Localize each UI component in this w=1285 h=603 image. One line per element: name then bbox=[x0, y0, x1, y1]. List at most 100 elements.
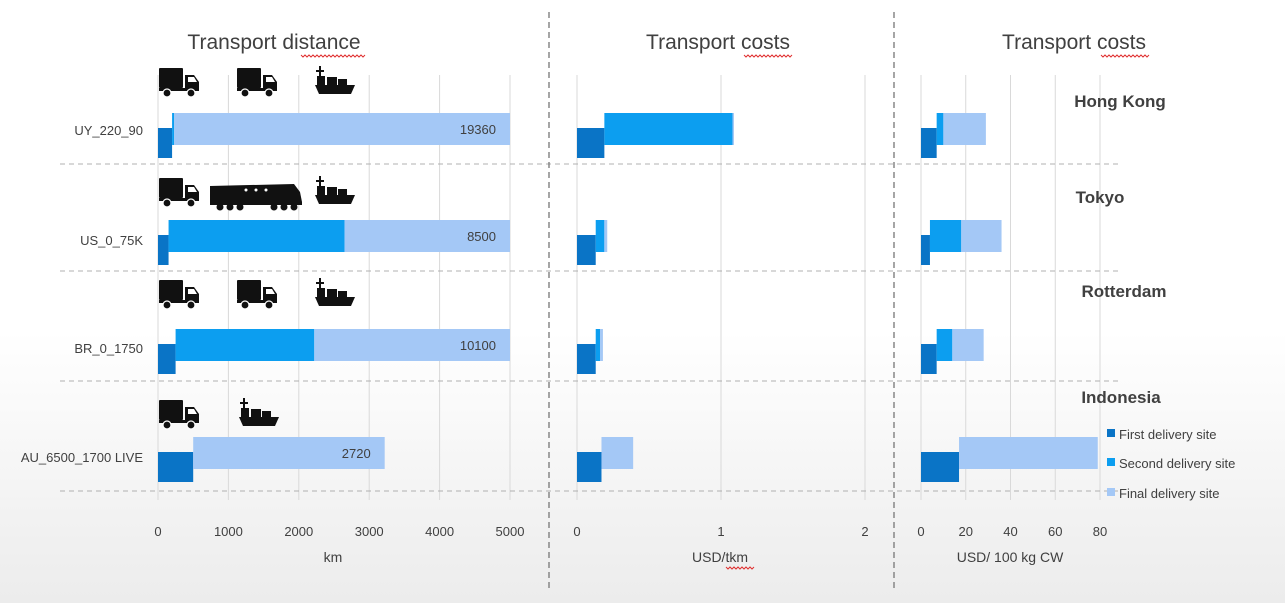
train-window bbox=[264, 188, 268, 192]
ship-container bbox=[338, 189, 347, 195]
truck-chassis bbox=[159, 300, 199, 303]
truck-chassis bbox=[237, 88, 277, 91]
panel-title: Transport distance bbox=[187, 31, 360, 54]
truck-body bbox=[159, 68, 183, 88]
train-wheel bbox=[280, 203, 288, 211]
tick-label: 0 bbox=[573, 524, 580, 539]
train-wheel bbox=[236, 203, 244, 211]
ship-icon bbox=[315, 278, 355, 306]
ship-hull bbox=[315, 297, 355, 306]
bar-first-delivery bbox=[158, 235, 169, 265]
bar-final-delivery bbox=[193, 437, 385, 469]
bar-first-delivery bbox=[921, 452, 960, 482]
ship-container bbox=[338, 79, 347, 85]
truck-chassis bbox=[159, 420, 199, 423]
truck-wheel bbox=[162, 88, 172, 98]
truck-chassis bbox=[159, 198, 199, 201]
bar-final-delivery bbox=[604, 220, 608, 252]
ship-container bbox=[338, 291, 347, 297]
spellcheck-underline bbox=[1100, 54, 1150, 58]
bar-final-delivery bbox=[732, 113, 734, 145]
spellcheck-underline bbox=[725, 566, 755, 570]
ship-container bbox=[327, 289, 337, 297]
ship-container bbox=[327, 187, 337, 195]
truck-wheel bbox=[264, 88, 274, 98]
ship-container bbox=[251, 409, 261, 417]
tick-label: 80 bbox=[1093, 524, 1107, 539]
tick-label: 3000 bbox=[355, 524, 384, 539]
bar-first-delivery bbox=[158, 452, 194, 482]
ship-mast-bar bbox=[240, 402, 248, 404]
bar-final-delivery bbox=[314, 329, 510, 361]
train-wheel bbox=[290, 203, 298, 211]
bar-final-delivery bbox=[943, 113, 986, 145]
truck-icon bbox=[159, 68, 199, 98]
ship-mast-bar bbox=[316, 180, 324, 182]
category-label: BR_0_1750 bbox=[74, 341, 143, 356]
truck-body bbox=[159, 280, 183, 300]
tick-label: 5000 bbox=[496, 524, 525, 539]
tick-label: 2 bbox=[861, 524, 868, 539]
panel-title: Transport costs bbox=[1002, 31, 1146, 54]
city-label: Rotterdam bbox=[1081, 282, 1166, 301]
truck-wheel bbox=[186, 198, 196, 208]
ship-icon bbox=[315, 176, 355, 204]
bar-final-delivery bbox=[174, 113, 510, 145]
truck-window bbox=[188, 409, 197, 414]
axis-title: km bbox=[324, 549, 343, 565]
ship-icon bbox=[315, 66, 355, 94]
truck-icon bbox=[159, 400, 199, 430]
ship-hull bbox=[239, 417, 279, 426]
bar-second-delivery bbox=[936, 113, 944, 145]
ship-mast-bar bbox=[316, 282, 324, 284]
truck-wheel bbox=[186, 420, 196, 430]
bar-second-delivery bbox=[168, 220, 345, 252]
bar-first-delivery bbox=[577, 452, 602, 482]
ship-bridge bbox=[241, 408, 249, 417]
legend-label: Final delivery site bbox=[1119, 486, 1219, 501]
truck-body bbox=[159, 178, 183, 198]
axis-title: USD/ 100 kg CW bbox=[957, 549, 1064, 565]
truck-icon bbox=[159, 178, 199, 208]
tick-label: 60 bbox=[1048, 524, 1062, 539]
tick-label: 1 bbox=[717, 524, 724, 539]
bar-first-delivery bbox=[921, 344, 937, 374]
truck-wheel bbox=[186, 88, 196, 98]
ship-container bbox=[262, 411, 271, 417]
bar-final-delivery bbox=[601, 437, 634, 469]
bar-final-delivery bbox=[952, 329, 984, 361]
tick-label: 2000 bbox=[284, 524, 313, 539]
truck-window bbox=[266, 289, 275, 294]
bar-second-delivery bbox=[604, 113, 733, 145]
city-label: Hong Kong bbox=[1074, 92, 1166, 111]
spellcheck-underline bbox=[300, 54, 366, 58]
legend-swatch bbox=[1107, 458, 1115, 466]
truck-body bbox=[237, 68, 261, 88]
ship-icon bbox=[239, 398, 279, 426]
truck-wheel bbox=[186, 300, 196, 310]
legend-swatch bbox=[1107, 488, 1115, 496]
truck-wheel bbox=[240, 88, 250, 98]
category-label: UY_220_90 bbox=[74, 123, 143, 138]
truck-chassis bbox=[159, 88, 199, 91]
bar-first-delivery bbox=[158, 128, 173, 158]
data-label: 19360 bbox=[460, 122, 496, 137]
ship-mast bbox=[319, 176, 321, 190]
truck-body bbox=[159, 400, 183, 420]
bar-final-delivery bbox=[961, 220, 1002, 252]
truck-window bbox=[188, 289, 197, 294]
spellcheck-underline bbox=[743, 54, 793, 58]
bar-second-delivery bbox=[175, 329, 315, 361]
data-label: 8500 bbox=[467, 229, 496, 244]
tick-label: 0 bbox=[154, 524, 161, 539]
ship-bridge bbox=[317, 76, 325, 85]
ship-hull bbox=[315, 85, 355, 94]
tick-label: 20 bbox=[959, 524, 973, 539]
truck-wheel bbox=[162, 198, 172, 208]
category-label: US_0_75K bbox=[80, 233, 143, 248]
data-label: 2720 bbox=[342, 446, 371, 461]
bar-second-delivery bbox=[172, 113, 175, 145]
ship-mast-bar bbox=[316, 70, 324, 72]
bar-second-delivery bbox=[595, 220, 605, 252]
train-wheel bbox=[216, 203, 224, 211]
